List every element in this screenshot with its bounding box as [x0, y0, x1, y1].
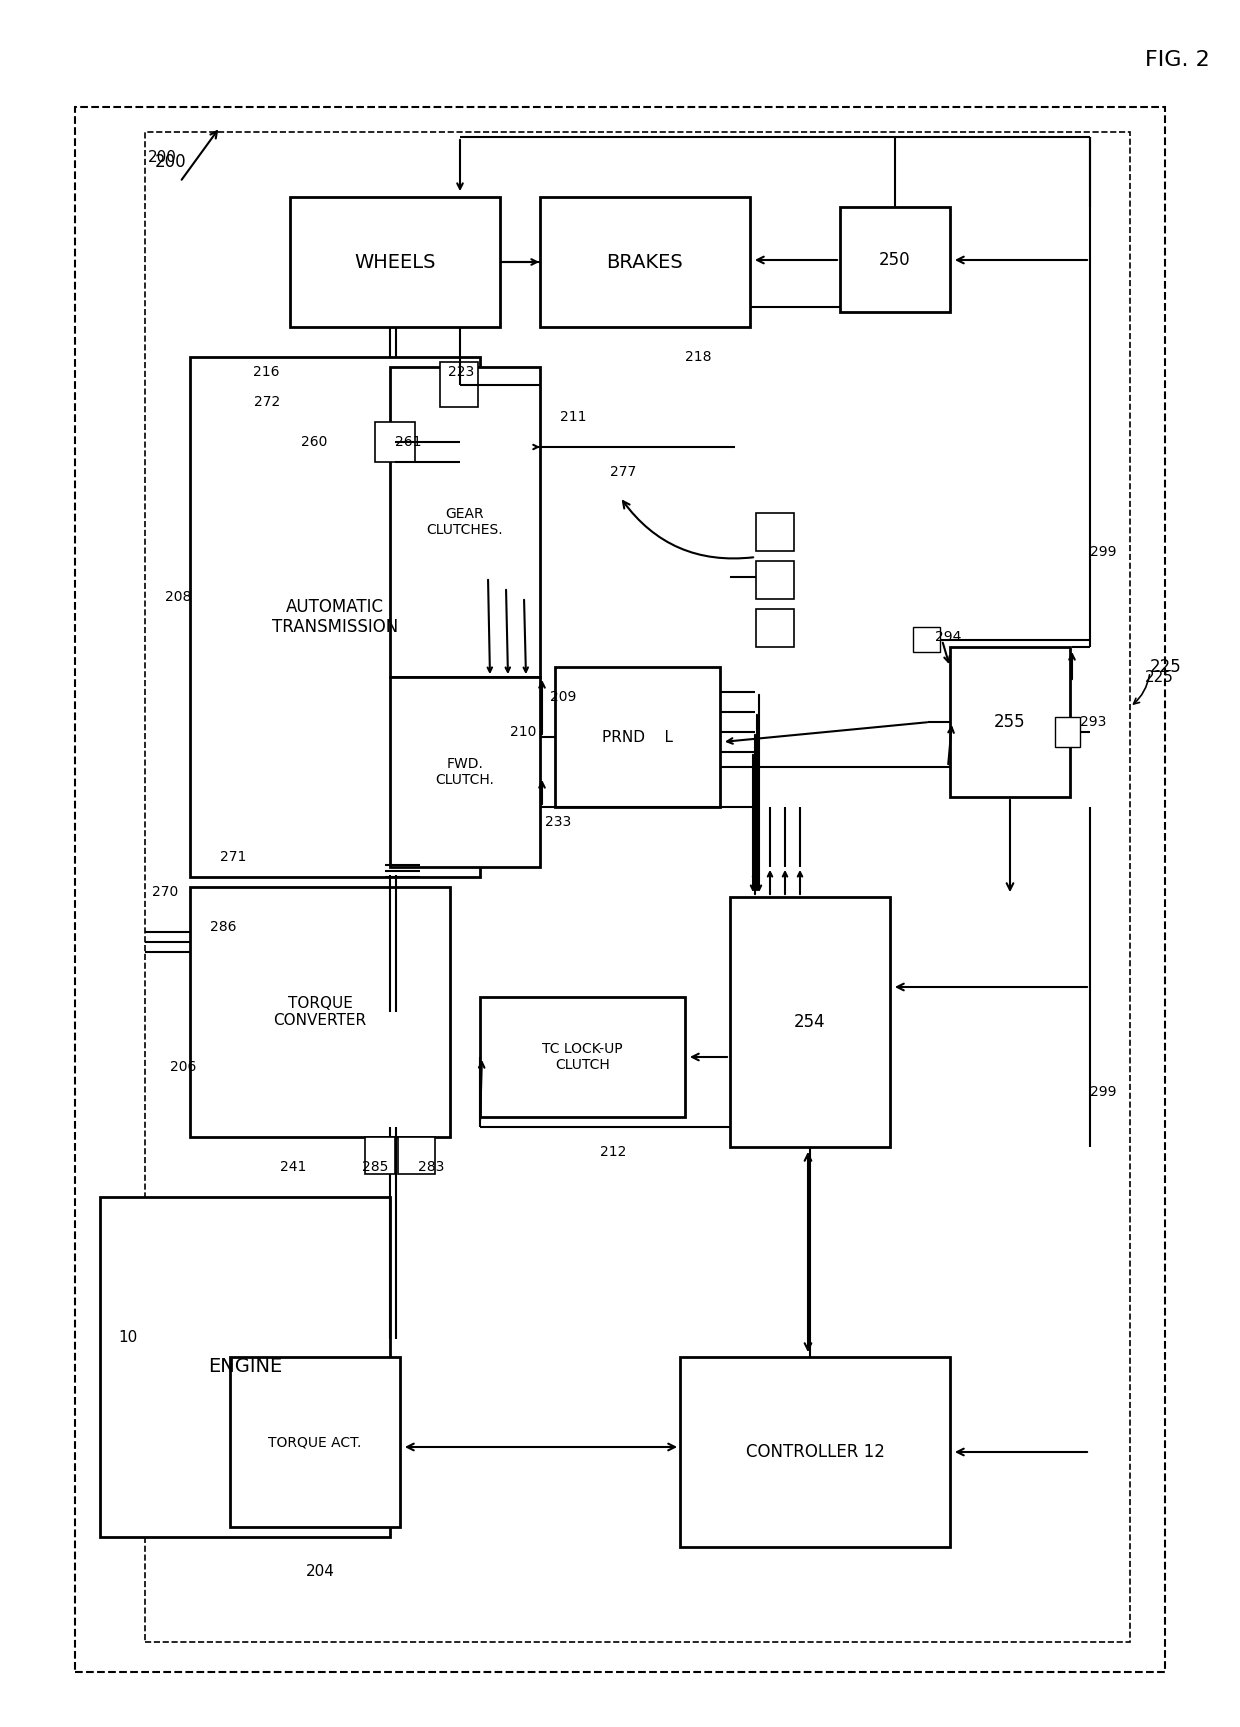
- Text: 212: 212: [600, 1145, 626, 1159]
- Bar: [680, 1357, 950, 1547]
- Text: FIG. 2: FIG. 2: [1146, 50, 1210, 71]
- Text: 225: 225: [1149, 658, 1182, 675]
- Bar: [756, 610, 794, 648]
- Text: 200: 200: [155, 154, 187, 171]
- Text: 286: 286: [210, 920, 237, 934]
- Text: 209: 209: [551, 691, 577, 705]
- Bar: [756, 561, 794, 599]
- Text: 260: 260: [300, 435, 327, 449]
- Text: 200: 200: [148, 150, 177, 164]
- Bar: [100, 1197, 391, 1537]
- Text: 206: 206: [170, 1060, 196, 1074]
- Bar: [74, 107, 1166, 1672]
- Bar: [756, 513, 794, 551]
- Text: 225: 225: [1145, 670, 1174, 684]
- Text: 250: 250: [879, 250, 911, 268]
- Bar: [440, 363, 477, 408]
- Text: 233: 233: [546, 815, 572, 829]
- Text: 283: 283: [418, 1161, 444, 1174]
- Text: 204: 204: [305, 1565, 335, 1580]
- Text: 216: 216: [253, 364, 280, 378]
- Bar: [391, 368, 539, 677]
- Text: TORQUE
CONVERTER: TORQUE CONVERTER: [274, 996, 367, 1028]
- Bar: [1055, 717, 1080, 748]
- Text: 208: 208: [165, 591, 191, 604]
- Text: CONTROLLER 12: CONTROLLER 12: [745, 1444, 884, 1461]
- Text: 241: 241: [280, 1161, 306, 1174]
- Text: 261: 261: [396, 435, 422, 449]
- Text: TORQUE ACT.: TORQUE ACT.: [268, 1435, 362, 1449]
- Text: 299: 299: [1090, 1085, 1116, 1098]
- Text: 270: 270: [151, 884, 179, 900]
- Text: ENGINE: ENGINE: [208, 1357, 283, 1376]
- Bar: [145, 131, 1130, 1642]
- Bar: [365, 1136, 396, 1174]
- Bar: [839, 207, 950, 313]
- Text: 10: 10: [118, 1330, 138, 1345]
- Text: 271: 271: [219, 850, 247, 864]
- Text: GEAR
CLUTCHES.: GEAR CLUTCHES.: [427, 508, 503, 537]
- Bar: [374, 421, 415, 463]
- Text: 285: 285: [362, 1161, 388, 1174]
- Text: 254: 254: [794, 1014, 826, 1031]
- Bar: [290, 197, 500, 326]
- Bar: [398, 1136, 435, 1174]
- Bar: [950, 648, 1070, 796]
- Text: 272: 272: [254, 395, 280, 409]
- Text: 294: 294: [935, 630, 961, 644]
- Text: 255: 255: [994, 713, 1025, 731]
- Bar: [190, 357, 480, 877]
- Text: 223: 223: [448, 364, 474, 378]
- Bar: [913, 627, 940, 653]
- Text: 211: 211: [560, 409, 587, 425]
- Bar: [391, 677, 539, 867]
- Bar: [556, 667, 720, 807]
- Text: 218: 218: [684, 351, 712, 364]
- Text: TC LOCK-UP
CLUTCH: TC LOCK-UP CLUTCH: [542, 1041, 622, 1072]
- Bar: [229, 1357, 401, 1527]
- Text: PRND    L: PRND L: [601, 729, 673, 744]
- Text: 210: 210: [510, 725, 537, 739]
- Bar: [480, 996, 684, 1117]
- Text: 293: 293: [1080, 715, 1106, 729]
- Text: BRAKES: BRAKES: [606, 252, 683, 271]
- Bar: [730, 896, 890, 1147]
- Bar: [190, 888, 450, 1136]
- Bar: [539, 197, 750, 326]
- Text: WHEELS: WHEELS: [355, 252, 435, 271]
- Text: FWD.
CLUTCH.: FWD. CLUTCH.: [435, 756, 495, 788]
- Text: 277: 277: [610, 465, 636, 478]
- Text: AUTOMATIC
TRANSMISSION: AUTOMATIC TRANSMISSION: [272, 598, 398, 637]
- Text: 299: 299: [1090, 546, 1116, 560]
